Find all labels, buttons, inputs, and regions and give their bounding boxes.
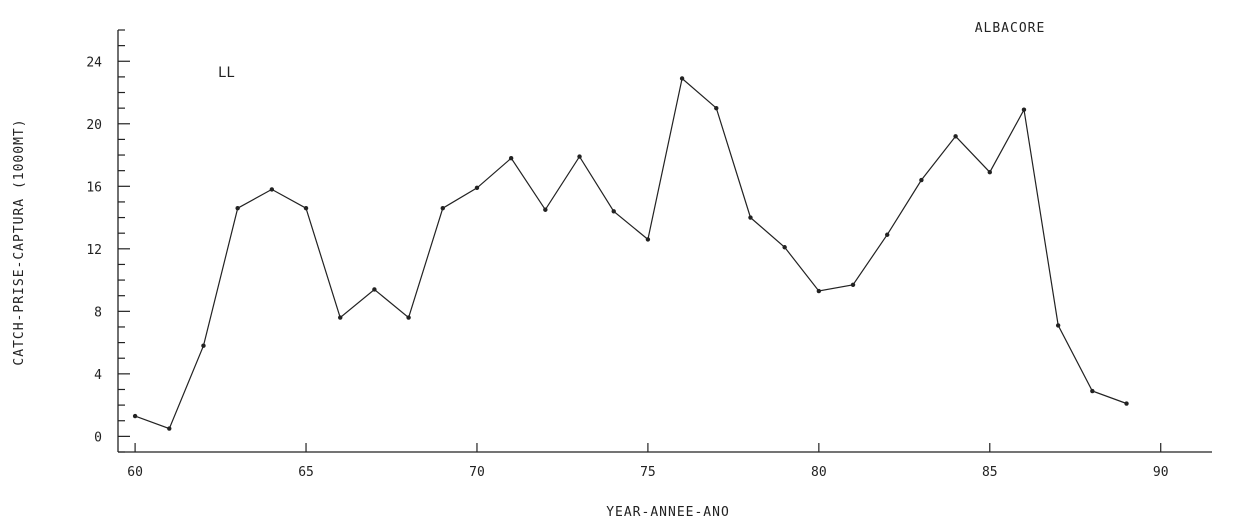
data-point <box>714 105 719 111</box>
y-tick-label: 16 <box>86 180 102 195</box>
y-tick-label: 4 <box>94 368 102 383</box>
data-point <box>782 245 787 250</box>
data-point <box>1124 401 1129 406</box>
y-tick-label: 0 <box>94 430 102 445</box>
data-point <box>816 288 822 294</box>
data-point <box>953 134 958 139</box>
x-axis-label: YEAR-ANNEE-ANO <box>606 505 730 520</box>
x-tick-label: 80 <box>811 465 827 480</box>
data-point <box>474 185 480 191</box>
x-tick-label: 65 <box>298 465 314 480</box>
y-tick-label: 24 <box>86 55 102 70</box>
data-point <box>1055 323 1061 328</box>
data-point <box>850 282 856 287</box>
data-point <box>372 287 377 292</box>
data-point <box>611 209 616 214</box>
data-point <box>919 177 924 183</box>
x-tick-label: 85 <box>982 465 998 480</box>
data-point <box>235 205 240 211</box>
data-point <box>987 170 992 175</box>
data-point <box>440 205 445 211</box>
series-line <box>134 77 1127 430</box>
data-point <box>679 76 685 81</box>
x-tick-label: 60 <box>127 465 143 480</box>
data-point <box>167 426 172 431</box>
axes <box>117 30 1212 453</box>
data-point <box>201 343 206 348</box>
data-point <box>132 413 138 419</box>
series-annotation: LL <box>218 65 235 81</box>
data-point <box>1090 388 1095 394</box>
y-axis-label: CATCH-PRISE-CAPTURA (1000MT) <box>12 118 27 365</box>
data-point <box>508 155 514 161</box>
y-tick-label: 8 <box>94 305 102 320</box>
y-tick-label: 12 <box>86 243 102 258</box>
data-point <box>543 207 548 212</box>
y-tick-label: 20 <box>86 118 102 133</box>
data-point <box>748 215 753 220</box>
data-point <box>645 237 651 242</box>
data-point <box>406 315 411 320</box>
chart-title: ALBACORE <box>975 21 1046 36</box>
data-point <box>577 154 582 159</box>
data-point <box>303 205 309 211</box>
data-point <box>269 187 275 192</box>
series <box>132 76 1129 431</box>
ticks: 60 65 70 75 80 85 90 0 4 8 12 16 20 24 <box>86 29 1169 480</box>
data-point <box>338 315 343 320</box>
x-tick-label: 70 <box>469 465 485 480</box>
data-point <box>885 232 890 237</box>
x-tick-label: 90 <box>1153 465 1169 480</box>
x-tick-label: 75 <box>640 465 656 480</box>
data-point <box>1021 107 1027 112</box>
